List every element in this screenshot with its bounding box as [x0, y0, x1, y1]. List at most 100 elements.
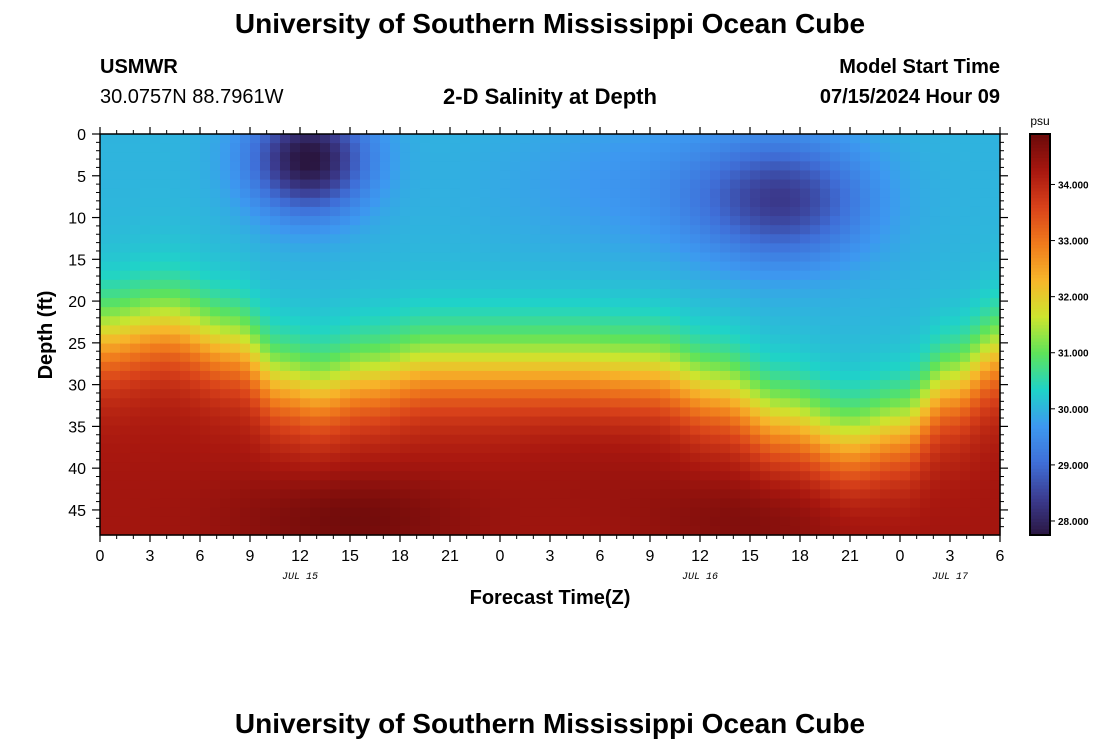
heatmap-cell: [590, 380, 601, 390]
heatmap-cell: [860, 389, 871, 399]
heatmap-cell: [720, 434, 731, 445]
heatmap-cell: [300, 325, 311, 336]
heatmap-cell: [820, 252, 831, 263]
heatmap-cell: [200, 407, 211, 418]
heatmap-cell: [640, 161, 651, 172]
heatmap-cell: [490, 434, 501, 445]
heatmap-cell: [630, 462, 641, 472]
heatmap-cell: [780, 334, 791, 345]
colorbar-tick-label: 33.000: [1058, 237, 1089, 248]
heatmap-cell: [920, 179, 931, 190]
heatmap-cell: [870, 452, 881, 463]
colorbar-segment: [1030, 364, 1050, 369]
heatmap-cell: [420, 343, 431, 354]
heatmap-cell: [430, 370, 441, 381]
heatmap-cell: [590, 452, 601, 463]
heatmap-cell: [870, 489, 881, 500]
heatmap-cell: [570, 516, 581, 527]
heatmap-cell: [910, 352, 921, 363]
heatmap-cell: [320, 134, 331, 144]
heatmap-cell: [450, 225, 461, 235]
heatmap-cell: [110, 170, 121, 181]
heatmap-cell: [580, 398, 591, 409]
heatmap-cell: [620, 370, 631, 381]
heatmap-cell: [980, 216, 991, 226]
heatmap-cell: [460, 325, 471, 336]
heatmap-cell: [360, 434, 371, 445]
heatmap-cell: [490, 206, 501, 217]
heatmap-cell: [450, 288, 461, 299]
heatmap-cell: [540, 507, 551, 518]
heatmap-cell: [780, 197, 791, 208]
heatmap-cell: [410, 234, 421, 244]
heatmap-cell: [300, 161, 311, 172]
heatmap-cell: [140, 234, 151, 244]
heatmap-cell: [360, 507, 371, 518]
heatmap-cell: [840, 179, 851, 190]
heatmap-cell: [210, 261, 221, 272]
heatmap-cell: [700, 134, 711, 144]
heatmap-cell: [950, 334, 961, 345]
heatmap-cell: [480, 334, 491, 345]
heatmap-cell: [120, 197, 131, 208]
heatmap-cell: [240, 161, 251, 172]
heatmap-cell: [290, 279, 301, 290]
heatmap-cell: [720, 425, 731, 436]
heatmap-cell: [380, 288, 391, 299]
heatmap-cell: [180, 279, 191, 290]
heatmap-cell: [810, 480, 821, 491]
heatmap-cell: [120, 270, 131, 281]
heatmap-cell: [370, 270, 381, 281]
heatmap-cell: [240, 425, 251, 436]
heatmap-cell: [370, 443, 381, 454]
x-tick-label: 6: [196, 548, 205, 565]
heatmap-cell: [690, 425, 701, 436]
heatmap-cell: [750, 216, 761, 226]
heatmap-cell: [520, 188, 531, 199]
heatmap-cell: [660, 288, 671, 299]
heatmap-cell: [460, 316, 471, 326]
heatmap-cell: [730, 197, 741, 208]
heatmap-cell: [310, 316, 321, 326]
heatmap-cell: [160, 452, 171, 463]
heatmap-cell: [900, 370, 911, 381]
heatmap-cell: [620, 471, 631, 481]
heatmap-cell: [500, 206, 511, 217]
heatmap-cell: [150, 462, 161, 472]
heatmap-cell: [950, 161, 961, 172]
colorbar-segment: [1030, 458, 1050, 463]
heatmap-cell: [240, 179, 251, 190]
heatmap-cell: [960, 370, 971, 381]
heatmap-cell: [160, 480, 171, 491]
heatmap-cell: [190, 380, 201, 390]
heatmap-cell: [970, 252, 981, 263]
heatmap-cell: [170, 279, 181, 290]
heatmap-cell: [880, 170, 891, 181]
heatmap-cell: [430, 443, 441, 454]
heatmap-cell: [920, 334, 931, 345]
heatmap-cell: [190, 298, 201, 308]
heatmap-cell: [310, 134, 321, 144]
heatmap-cell: [210, 525, 221, 536]
heatmap-cell: [730, 334, 741, 345]
heatmap-cell: [150, 380, 161, 390]
heatmap-cell: [660, 325, 671, 336]
heatmap-cell: [790, 507, 801, 518]
heatmap-cell: [680, 316, 691, 326]
heatmap-cell: [840, 389, 851, 399]
heatmap-cell: [510, 143, 521, 153]
heatmap-cell: [270, 343, 281, 354]
heatmap-cell: [130, 134, 141, 144]
colorbar-segment: [1030, 194, 1050, 199]
heatmap-cell: [260, 143, 271, 153]
heatmap-cell: [390, 325, 401, 336]
heatmap-cell: [110, 325, 121, 336]
y-tick-label: 25: [68, 336, 86, 353]
heatmap-cell: [510, 398, 521, 409]
heatmap-cell: [530, 407, 541, 418]
heatmap-cell: [180, 516, 191, 527]
heatmap-cell: [710, 270, 721, 281]
heatmap-cell: [400, 434, 411, 445]
heatmap-cell: [820, 407, 831, 418]
heatmap-cell: [330, 370, 341, 381]
